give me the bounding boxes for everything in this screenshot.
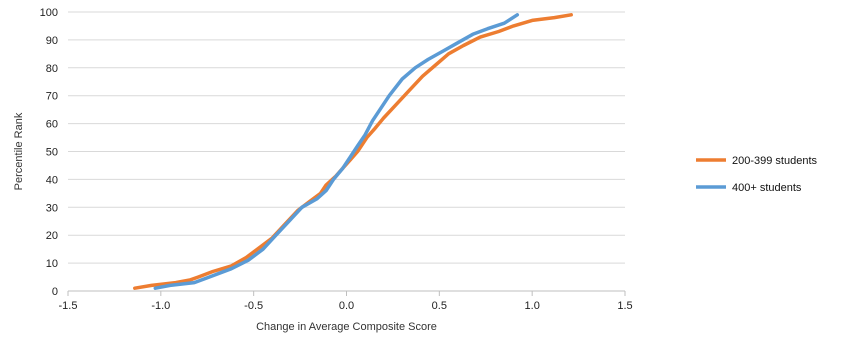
series-line-1 [153,13,520,290]
legend: 200-399 students 400+ students [696,155,818,194]
tick-labels: 0 10 20 30 40 50 60 70 80 90 100 -1.5 -1.0 -0.5 0.0 0.5… [40,7,633,312]
y-tick-label-3: 30 [46,202,58,214]
y-tick-label-9: 90 [46,35,58,47]
x-axis-title: Change in Average Composite Score [256,321,437,333]
axes [67,290,626,296]
y-tick-label-4: 40 [46,174,58,186]
x-tick-label-1: -1.0 [151,300,170,312]
y-tick-label-2: 20 [46,230,58,242]
y-tick-label-7: 70 [46,91,58,103]
legend-label-1: 400+ students [732,182,802,194]
y-tick-label-8: 80 [46,63,58,75]
y-tick-label-10: 100 [40,7,58,19]
y-tick-label-1: 10 [46,258,58,270]
gridlines [68,11,625,292]
y-tick-label-5: 50 [46,147,58,159]
x-tick-label-0: -1.5 [59,300,78,312]
x-tick-label-5: 1.0 [525,300,540,312]
legend-label-0: 200-399 students [732,155,818,167]
x-tick-label-4: 0.5 [432,300,447,312]
y-axis-title: Percentile Rank [13,112,25,190]
y-tick-label-0: 0 [52,286,58,298]
x-tick-label-3: 0.0 [339,300,354,312]
series-lines [133,13,573,290]
y-tick-label-6: 60 [46,119,58,131]
x-tick-label-6: 1.5 [617,300,632,312]
x-tick-label-2: -0.5 [244,300,263,312]
